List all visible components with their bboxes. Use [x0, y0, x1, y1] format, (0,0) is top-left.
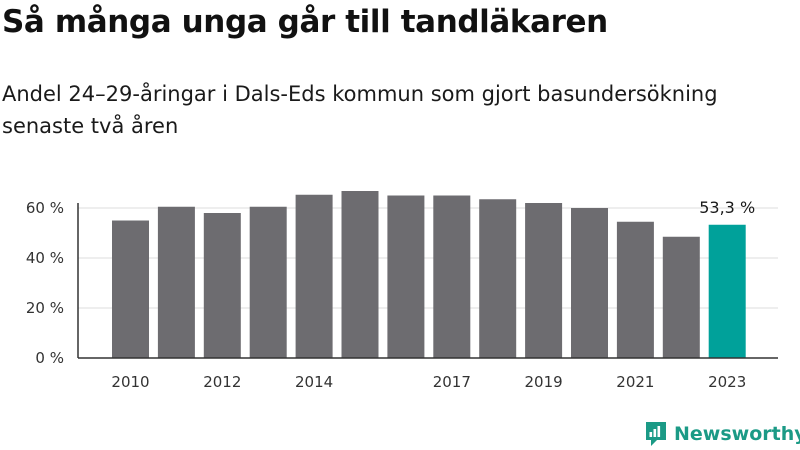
newsworthy-logo-text: Newsworthy	[674, 423, 800, 445]
bar-2021	[616, 221, 654, 358]
y-tick-label: 60 %	[26, 199, 64, 217]
y-tick-label: 0 %	[35, 349, 64, 367]
y-tick-label: 40 %	[26, 249, 64, 267]
bar-2018	[479, 199, 517, 358]
y-tick-label: 20 %	[26, 299, 64, 317]
x-tick-label: 2019	[525, 373, 563, 391]
bar-2015	[341, 191, 379, 358]
data-label: 53,3 %	[699, 198, 755, 217]
bar-2016	[387, 195, 425, 358]
newsworthy-logo-icon	[646, 422, 666, 446]
chart-subtitle: Andel 24–29-åringar i Dals-Eds kommun so…	[2, 82, 718, 138]
bar-2023	[708, 224, 746, 358]
chart-title: Så många unga går till tandläkaren	[2, 4, 608, 40]
bar-2010	[112, 220, 149, 358]
bar-2012	[203, 213, 241, 358]
x-tick-label: 2021	[616, 373, 654, 391]
bar-2014	[295, 194, 333, 358]
x-tick-label: 2012	[203, 373, 241, 391]
bar-2019	[525, 203, 563, 358]
x-tick-label: 2023	[708, 373, 746, 391]
x-tick-label: 2014	[295, 373, 333, 391]
bar-2017	[433, 195, 471, 358]
x-tick-label: 2017	[433, 373, 471, 391]
bar-2011	[157, 206, 195, 358]
bar-2022	[662, 236, 700, 358]
x-tick-label: 2010	[111, 373, 149, 391]
newsworthy-logo: Newsworthy	[644, 421, 800, 447]
bar-2013	[249, 206, 287, 358]
bar-2020	[571, 208, 608, 358]
